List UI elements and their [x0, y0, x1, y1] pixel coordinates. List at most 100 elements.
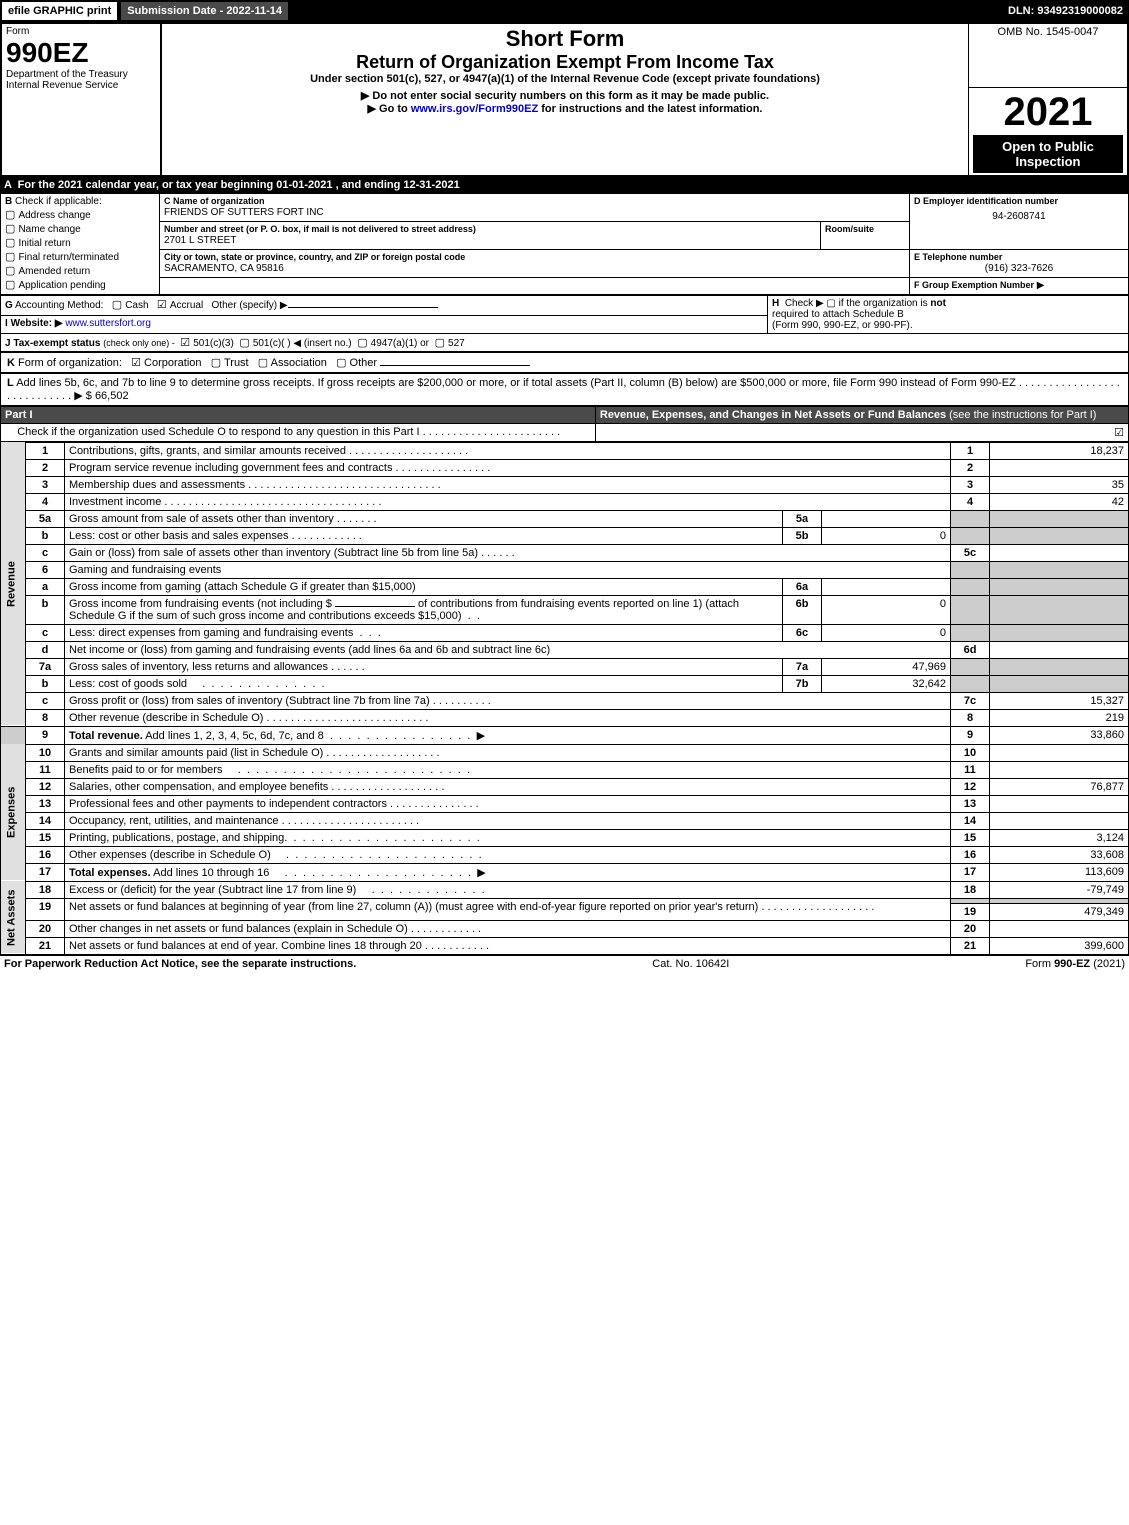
website-label: Website: ▶: [11, 318, 63, 329]
line-9-desc: Total revenue.: [69, 730, 143, 742]
check-final-return[interactable]: Final return/terminated: [5, 250, 155, 263]
line-6-desc: Gaming and fundraising events: [69, 564, 221, 576]
short-form-title: Short Form: [166, 26, 964, 52]
efile-button[interactable]: efile GRAPHIC print: [0, 0, 119, 22]
footer-cat: Cat. No. 10642I: [652, 958, 729, 970]
line-10-value: [990, 744, 1129, 761]
irs-link[interactable]: www.irs.gov/Form990EZ: [411, 103, 538, 115]
line-18-desc: Excess or (deficit) for the year (Subtra…: [69, 884, 356, 896]
section-h-text: Check ▶ ▢ if the organization is: [785, 298, 928, 309]
check-application-pending[interactable]: Application pending: [5, 278, 155, 291]
part1-header: Part I Revenue, Expenses, and Changes in…: [0, 406, 1129, 442]
line-2-value: [990, 459, 1129, 476]
lines-table: Revenue 1 Contributions, gifts, grants, …: [0, 442, 1129, 955]
line-6c-desc: Less: direct expenses from gaming and fu…: [69, 627, 353, 639]
line-16-value: 33,608: [990, 846, 1129, 863]
line-14-value: [990, 812, 1129, 829]
line-1-value: 18,237: [990, 442, 1129, 459]
subtitle: Under section 501(c), 527, or 4947(a)(1)…: [166, 73, 964, 85]
section-h-line3: (Form 990, 990-EZ, or 990-PF).: [772, 320, 913, 331]
omb-number: OMB No. 1545-0047: [969, 23, 1129, 87]
street-label: Number and street (or P. O. box, if mail…: [164, 224, 476, 234]
line-21-desc: Net assets or fund balances at end of ye…: [69, 940, 422, 952]
line-5c-desc: Gain or (loss) from sale of assets other…: [69, 547, 478, 559]
line-20-desc: Other changes in net assets or fund bala…: [69, 923, 408, 935]
check-schedule-o[interactable]: [1114, 427, 1124, 439]
part1-check-line: Check if the organization used Schedule …: [17, 426, 419, 438]
form-label: Form: [6, 26, 156, 37]
line-5c-value: [990, 544, 1129, 561]
line-14-desc: Occupancy, rent, utilities, and maintena…: [69, 815, 279, 827]
check-amended-return[interactable]: Amended return: [5, 264, 155, 277]
line-5b-desc: Less: cost or other basis and sales expe…: [69, 530, 289, 542]
line-2-desc: Program service revenue including govern…: [69, 462, 392, 474]
line-12-value: 76,877: [990, 778, 1129, 795]
line-6c-value: 0: [822, 624, 951, 641]
room-label: Room/suite: [825, 224, 874, 234]
street-value: 2701 L STREET: [164, 235, 236, 246]
line-7b-value: 32,642: [822, 675, 951, 692]
line-7c-value: 15,327: [990, 692, 1129, 709]
org-info-table: B Check if applicable: Address change Na…: [0, 193, 1129, 295]
line-16-desc: Other expenses (describe in Schedule O): [69, 849, 271, 861]
line-5a-desc: Gross amount from sale of assets other t…: [69, 513, 334, 525]
line-8-value: 219: [990, 709, 1129, 726]
dln: DLN: 93492319000082: [1002, 2, 1129, 20]
group-exemption-label: Group Exemption Number: [922, 280, 1034, 290]
line-15-desc: Printing, publications, postage, and shi…: [69, 832, 287, 844]
section-b-label: Check if applicable:: [15, 196, 102, 207]
line-21-value: 399,600: [990, 937, 1129, 954]
phone-value: (916) 323-7626: [914, 263, 1124, 274]
line-19-value: 479,349: [990, 903, 1129, 920]
submission-date: Submission Date - 2022-11-14: [119, 0, 290, 22]
footer-right: Form 990-EZ (2021): [1025, 958, 1125, 970]
check-527[interactable]: [435, 338, 448, 349]
check-corporation[interactable]: [131, 357, 144, 369]
line-19-desc: Net assets or fund balances at beginning…: [69, 901, 758, 913]
check-accrual[interactable]: [157, 300, 170, 311]
line-15-value: 3,124: [990, 829, 1129, 846]
line-6a-value: [822, 578, 951, 595]
line-5a-value: [822, 510, 951, 527]
check-501c3[interactable]: [180, 338, 193, 349]
check-4947[interactable]: [357, 338, 370, 349]
line-18-value: -79,749: [990, 881, 1129, 898]
line-8-desc: Other revenue (describe in Schedule O): [69, 712, 263, 724]
check-cash[interactable]: [112, 300, 125, 311]
line-5b-value: 0: [822, 527, 951, 544]
line-7a-value: 47,969: [822, 658, 951, 675]
check-trust[interactable]: [211, 357, 224, 369]
footer: For Paperwork Reduction Act Notice, see …: [0, 955, 1129, 972]
website-link[interactable]: www.suttersfort.org: [65, 318, 151, 329]
line-20-value: [990, 920, 1129, 937]
org-name-label: Name of organization: [173, 196, 265, 206]
city-value: SACRAMENTO, CA 95816: [164, 263, 284, 274]
check-association[interactable]: [258, 357, 271, 369]
line-9-value: 33,860: [990, 726, 1129, 744]
check-name-change[interactable]: Name change: [5, 222, 155, 235]
org-name: FRIENDS OF SUTTERS FORT INC: [164, 207, 324, 218]
check-address-change[interactable]: Address change: [5, 208, 155, 221]
net-assets-label: Net Assets: [1, 881, 26, 954]
line-12-desc: Salaries, other compensation, and employ…: [69, 781, 328, 793]
section-l: L Add lines 5b, 6c, and 7b to line 9 to …: [0, 373, 1129, 406]
open-to-public: Open to Public Inspection: [973, 135, 1123, 173]
line-17-value: 113,609: [990, 863, 1129, 881]
ein-label: Employer identification number: [923, 196, 1058, 206]
main-title: Return of Organization Exempt From Incom…: [166, 52, 964, 73]
expenses-label: Expenses: [1, 744, 26, 881]
line-7a-desc: Gross sales of inventory, less returns a…: [69, 661, 328, 673]
line-11-value: [990, 761, 1129, 778]
tax-exempt-label: Tax-exempt status: [13, 338, 100, 349]
check-initial-return[interactable]: Initial return: [5, 236, 155, 249]
line-1-desc: Contributions, gifts, grants, and simila…: [69, 445, 346, 457]
check-501c[interactable]: [239, 338, 252, 349]
section-h-line2: required to attach Schedule B: [772, 309, 904, 320]
check-other-org[interactable]: [336, 357, 349, 369]
form-header: Form 990EZ Department of the Treasury In…: [0, 22, 1129, 177]
top-bar: efile GRAPHIC print Submission Date - 20…: [0, 0, 1129, 22]
line-13-desc: Professional fees and other payments to …: [69, 798, 387, 810]
phone-label: Telephone number: [923, 252, 1003, 262]
line-10-desc: Grants and similar amounts paid (list in…: [69, 747, 323, 759]
line-4-desc: Investment income: [69, 496, 161, 508]
